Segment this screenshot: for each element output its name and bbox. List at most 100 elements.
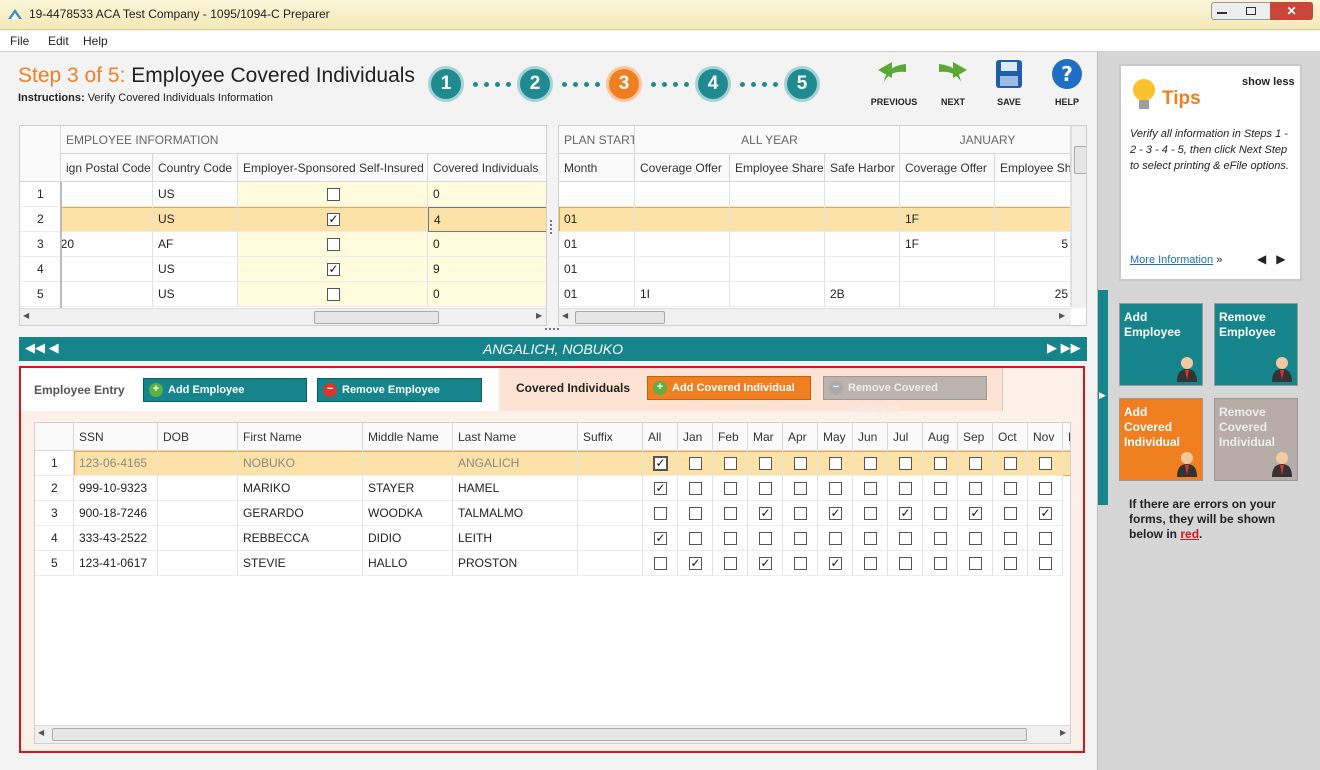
checkbox[interactable]: ✓ (759, 557, 772, 570)
splitter-h[interactable] (545, 328, 559, 332)
step-circle[interactable]: 3 (606, 66, 642, 102)
scroll-right[interactable]: ▶ (1059, 311, 1065, 320)
checkbox[interactable] (934, 482, 947, 495)
nav-button[interactable]: SAVE (984, 58, 1034, 110)
checkbox[interactable] (864, 557, 877, 570)
scroll-left[interactable]: ◀ (562, 311, 568, 320)
scroll-thumb[interactable] (314, 311, 439, 324)
action-tile[interactable]: Add Employee (1119, 303, 1203, 386)
checkbox[interactable] (829, 482, 842, 495)
checkbox[interactable]: ✓ (654, 482, 667, 495)
checkbox[interactable] (1004, 482, 1017, 495)
checkbox[interactable] (899, 482, 912, 495)
tip-pager[interactable]: ◀ ▶ (1257, 252, 1285, 266)
checkbox[interactable]: ✓ (327, 213, 340, 226)
checkbox[interactable]: ✓ (759, 507, 772, 520)
checkbox[interactable] (864, 507, 877, 520)
checkbox[interactable] (327, 288, 340, 301)
minimize[interactable] (1217, 12, 1227, 14)
checkbox[interactable] (654, 557, 667, 570)
menu-item[interactable]: Edit (48, 34, 69, 48)
checkbox[interactable] (759, 482, 772, 495)
close[interactable]: ✕ (1270, 2, 1313, 20)
scroll-right[interactable]: ▶ (536, 311, 542, 320)
checkbox[interactable] (934, 557, 947, 570)
menu-item[interactable]: Help (83, 34, 108, 48)
h-scrollbar[interactable]: ◀▶ (35, 725, 1071, 743)
checkbox[interactable] (1004, 457, 1017, 470)
checkbox[interactable] (1039, 557, 1052, 570)
action-tile[interactable]: Add Covered Individual (1119, 398, 1203, 481)
add-employee-button[interactable]: +Add Employee (143, 378, 307, 402)
checkbox[interactable]: ✓ (969, 507, 982, 520)
checkbox[interactable] (327, 188, 340, 201)
checkbox[interactable] (934, 457, 947, 470)
maximize[interactable] (1246, 7, 1256, 15)
checkbox[interactable] (794, 507, 807, 520)
checkbox[interactable] (794, 457, 807, 470)
checkbox[interactable] (654, 507, 667, 520)
checkbox[interactable] (794, 482, 807, 495)
checkbox[interactable] (1039, 457, 1052, 470)
checkbox[interactable] (794, 557, 807, 570)
h-scrollbar[interactable]: ◀▶ (20, 308, 547, 326)
checkbox[interactable] (689, 457, 702, 470)
checkbox[interactable] (969, 532, 982, 545)
checkbox[interactable] (829, 457, 842, 470)
splitter[interactable] (550, 220, 554, 234)
scroll-thumb[interactable] (575, 311, 665, 324)
add-covered-button[interactable]: +Add Covered Individual (647, 376, 811, 400)
checkbox[interactable]: ✓ (654, 532, 667, 545)
checkbox[interactable] (1039, 482, 1052, 495)
checkbox[interactable] (934, 507, 947, 520)
checkbox[interactable] (1039, 532, 1052, 545)
checkbox[interactable]: ✓ (829, 557, 842, 570)
checkbox[interactable] (759, 532, 772, 545)
covered-individuals-tab[interactable]: Covered Individuals +Add Covered Individ… (500, 368, 1003, 411)
checkbox[interactable]: ✓ (1039, 507, 1052, 520)
menu-item[interactable]: File (10, 34, 29, 48)
checkbox[interactable] (829, 532, 842, 545)
scroll-left[interactable]: ◀ (38, 728, 44, 737)
scroll-thumb[interactable] (1074, 146, 1087, 174)
checkbox[interactable] (759, 457, 772, 470)
scroll-thumb[interactable] (52, 728, 1027, 741)
checkbox[interactable] (899, 557, 912, 570)
remove-employee-button[interactable]: −Remove Employee (317, 378, 482, 402)
scroll-left[interactable]: ◀ (23, 311, 29, 320)
step-circle[interactable]: 5 (784, 66, 820, 102)
step-circle[interactable]: 1 (428, 66, 464, 102)
sidebar-handle[interactable]: ▶ (1098, 290, 1108, 505)
checkbox[interactable] (794, 532, 807, 545)
step-circle[interactable]: 4 (695, 66, 731, 102)
h-scrollbar[interactable]: ◀▶ (559, 308, 1071, 326)
checkbox[interactable] (1004, 507, 1017, 520)
checkbox[interactable] (1004, 557, 1017, 570)
checkbox[interactable]: ✓ (654, 457, 667, 470)
checkbox[interactable]: ✓ (829, 507, 842, 520)
checkbox[interactable] (689, 507, 702, 520)
window-controls[interactable]: ✕ (1211, 2, 1313, 20)
checkbox[interactable] (689, 482, 702, 495)
scroll-right[interactable]: ▶ (1060, 728, 1066, 737)
checkbox[interactable] (327, 238, 340, 251)
checkbox[interactable]: ✓ (689, 557, 702, 570)
checkbox[interactable]: ✓ (327, 263, 340, 276)
checkbox[interactable] (724, 557, 737, 570)
action-tile[interactable]: Remove Employee (1214, 303, 1298, 386)
checkbox[interactable] (724, 457, 737, 470)
employee-entry-tab[interactable]: Employee Entry +Add Employee −Remove Emp… (21, 368, 498, 411)
more-info-link[interactable]: More Information (1130, 254, 1213, 266)
checkbox[interactable] (864, 482, 877, 495)
nav-button[interactable]: PREVIOUS (869, 58, 919, 110)
checkbox[interactable] (864, 532, 877, 545)
checkbox[interactable] (969, 457, 982, 470)
checkbox[interactable] (969, 482, 982, 495)
nav-button[interactable]: NEXT (928, 58, 978, 110)
show-less[interactable]: show less (1242, 76, 1295, 88)
next-last-buttons[interactable]: ▶ ▶▶ (1047, 340, 1081, 356)
nav-button[interactable]: ?HELP (1042, 58, 1092, 110)
checkbox[interactable] (724, 532, 737, 545)
checkbox[interactable]: ✓ (899, 507, 912, 520)
checkbox[interactable] (969, 557, 982, 570)
